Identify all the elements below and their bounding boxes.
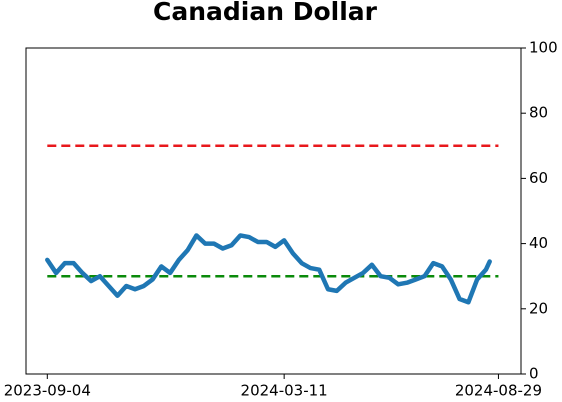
plot-frame — [25, 47, 522, 375]
chart-title: Canadian Dollar — [153, 0, 378, 26]
y-tick-label: 20 — [529, 299, 548, 317]
data-line — [45, 233, 492, 305]
x-tick-label: 2024-08-29 — [455, 382, 542, 400]
y-tick-label: 0 — [529, 365, 539, 383]
x-tick-label: 2024-03-11 — [241, 382, 328, 400]
y-tick-label: 80 — [529, 104, 548, 122]
y-tick-label: 40 — [529, 234, 548, 252]
x-tick-label: 2023-09-04 — [4, 382, 91, 400]
y-tick-label: 60 — [529, 169, 548, 187]
y-tick-label: 100 — [529, 39, 558, 57]
